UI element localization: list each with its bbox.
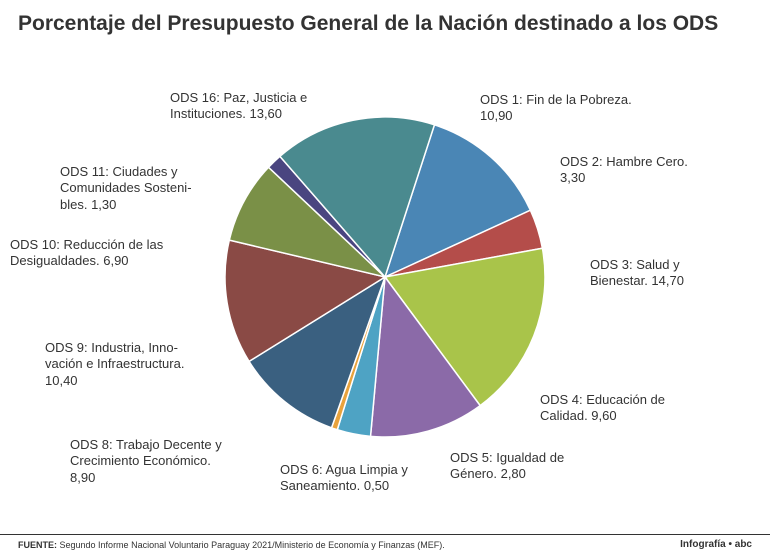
infografia-label: Infografía • abc: [680, 539, 752, 550]
chart-footer: FUENTE: Segundo Informe Nacional Volunta…: [0, 534, 770, 550]
source-label: FUENTE:: [18, 540, 57, 550]
slice-label: ODS 4: Educación de Calidad. 9,60: [540, 392, 665, 425]
slice-label: ODS 11: Ciudades y Comunidades Sosteni- …: [60, 164, 192, 213]
pie-chart-svg: [223, 115, 547, 439]
slice-label: ODS 9: Industria, Inno- vación e Infraes…: [45, 340, 184, 389]
slice-label: ODS 16: Paz, Justicia e Instituciones. 1…: [170, 90, 307, 123]
source-text: FUENTE: Segundo Informe Nacional Volunta…: [18, 540, 445, 550]
slice-label: ODS 10: Reducción de las Desigualdades. …: [10, 237, 163, 270]
pie-chart-area: ODS 1: Fin de la Pobreza. 10,90 ODS 2: Ha…: [0, 42, 770, 512]
chart-title: Porcentaje del Presupuesto General de la…: [0, 0, 770, 42]
source-value: Segundo Informe Nacional Voluntario Para…: [60, 540, 445, 550]
slice-label: ODS 5: Igualdad de Género. 2,80: [450, 450, 564, 483]
slice-label: ODS 1: Fin de la Pobreza. 10,90: [480, 92, 632, 125]
slice-label: ODS 6: Agua Limpia y Saneamiento. 0,50: [280, 462, 408, 495]
slice-label: ODS 8: Trabajo Decente y Crecimiento Eco…: [70, 437, 222, 486]
slice-label: ODS 3: Salud y Bienestar. 14,70: [590, 257, 684, 290]
slice-label: ODS 2: Hambre Cero. 3,30: [560, 154, 688, 187]
